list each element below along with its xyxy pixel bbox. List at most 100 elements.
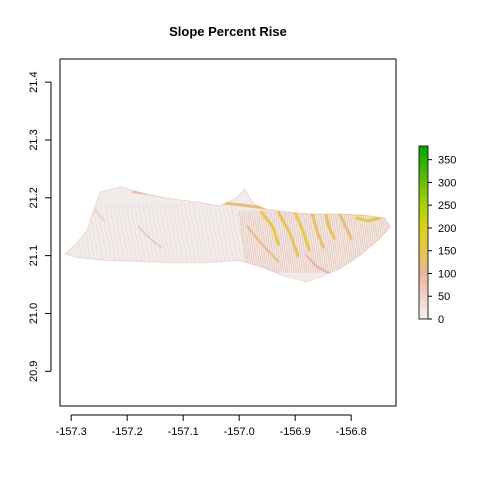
x-tick-label: -157.3 [56,426,87,438]
texture-line [159,203,171,262]
steep-zone [260,210,280,246]
steep-zone [324,212,336,240]
texture-line [150,203,163,262]
colorbar [418,145,429,320]
texture-line [125,203,138,262]
texture-line [230,203,243,262]
steep-zone [276,210,300,258]
legend-tick-label: 50 [438,291,450,303]
texture-line [91,203,104,262]
y-tick-label: 21.4 [28,71,40,92]
legend-tick-label: 350 [438,155,456,167]
texture-line [242,210,253,274]
texture-line [262,210,272,274]
texture-line [253,210,263,274]
texture-line [245,210,255,274]
texture-line [264,210,274,274]
texture-line [330,210,340,274]
texture-line [268,210,278,274]
texture-line [163,203,176,262]
texture-line [121,203,134,262]
steep-zone [310,211,325,249]
texture-line [277,210,287,274]
legend-tick-label: 0 [438,314,444,326]
texture-line [323,210,334,274]
texture-line [205,203,218,262]
steep-zone [293,211,311,252]
texture-line [184,203,197,262]
texture-line [294,210,304,274]
texture-line [274,210,285,274]
texture-line [129,203,142,262]
texture-line [201,203,213,262]
texture-line [213,203,226,262]
texture-line [100,203,113,262]
texture-line [108,203,121,262]
texture-line [112,203,125,262]
steep-zone [305,254,330,274]
x-tick-label: -156.8 [336,426,367,438]
texture-line [338,210,349,274]
legend-tick-label: 100 [438,268,456,280]
texture-line [146,203,159,262]
texture-line [291,210,302,274]
texture-line [319,210,329,274]
texture-line [142,203,155,262]
texture-line [117,203,129,262]
x-tick-label: -156.9 [280,426,311,438]
texture-line [167,203,180,262]
texture-line [334,210,344,274]
steep-zone [137,225,162,248]
y-axis: 20.9 21.0 21.1 21.2 21.3 21.4 [28,71,52,382]
texture-line [222,203,234,262]
texture-line [270,210,281,274]
texture-line [104,203,117,262]
texture-line [180,203,192,262]
texture-line [133,203,146,262]
texture-line [336,210,346,274]
slope-raster [64,186,392,283]
steep-zone [338,213,353,240]
slope-texture [70,191,391,274]
legend-tick-label: 300 [438,177,456,189]
texture-line [251,210,261,274]
y-tick-label: 20.9 [28,361,40,382]
legend-tick-label: 200 [438,223,456,235]
texture-line [188,203,201,262]
texture-line [283,210,293,274]
texture-line [240,210,251,274]
legend-tick-label: 150 [438,246,456,258]
y-tick-label: 21.1 [28,245,40,266]
texture-line [209,203,222,262]
texture-line [279,210,289,274]
steep-zone [246,225,280,263]
texture-line [257,210,268,274]
texture-line [175,203,188,262]
legend-tick-label: 250 [438,200,456,212]
y-tick-label: 21.2 [28,187,40,208]
texture-line [217,203,230,262]
texture-line [285,210,295,274]
x-tick-label: -157.2 [112,426,143,438]
texture-line [259,210,270,274]
x-tick-label: -157.1 [168,426,199,438]
texture-line [308,210,319,274]
texture-line [196,203,209,262]
colorbar-legend: 0 50 100 150 200 250 300 350 [418,145,456,326]
texture-line [321,210,332,274]
chart-title: Slope Percent Rise [169,24,287,39]
texture-line [328,210,338,274]
x-tick-label: -157.0 [224,426,255,438]
y-tick-label: 21.0 [28,303,40,324]
steep-zone [355,216,381,223]
texture-line [192,203,205,262]
y-tick-label: 21.3 [28,129,40,150]
texture-line [226,203,239,262]
texture-line [171,203,184,262]
texture-line [247,210,257,274]
texture-line [154,203,167,262]
texture-line [332,210,342,274]
x-axis: -157.3 -157.2 -157.1 -157.0 -156.9 -156.8 [56,414,367,438]
texture-line [249,210,259,274]
